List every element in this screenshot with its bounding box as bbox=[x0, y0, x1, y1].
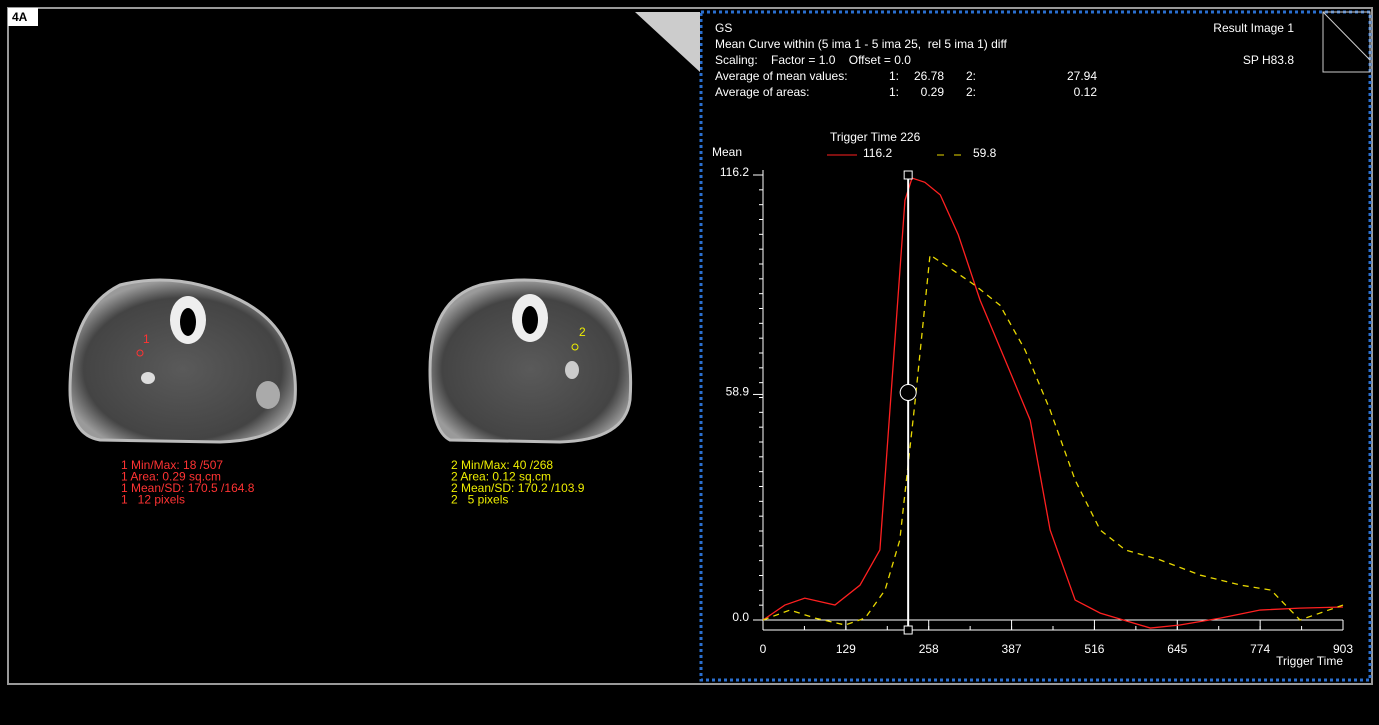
x-tick-label: 0 bbox=[760, 642, 767, 656]
cursor-handle bbox=[904, 626, 912, 634]
info-text: GS bbox=[715, 21, 732, 35]
cursor-handle bbox=[900, 385, 916, 401]
mri-slice-2 bbox=[430, 280, 631, 442]
x-tick-label: 129 bbox=[836, 642, 856, 656]
roi-stat: 2 5 pixels bbox=[451, 493, 508, 507]
x-tick-label: 774 bbox=[1250, 642, 1270, 656]
y-tick-label: 0.0 bbox=[732, 610, 749, 624]
viewer-canvas: 4A 1 2 1 Min/Max: 18 /5071 Area: 0.29 sq… bbox=[0, 0, 1379, 725]
roi-marker: 1 bbox=[143, 332, 150, 346]
info-text: 1: bbox=[889, 69, 899, 83]
info-text: 0.12 bbox=[1074, 85, 1098, 99]
info-text: 0.29 bbox=[921, 85, 945, 99]
x-tick-label: 387 bbox=[1002, 642, 1022, 656]
x-tick-label: 516 bbox=[1084, 642, 1104, 656]
info-text: Mean Curve within (5 ima 1 - 5 ima 25, r… bbox=[715, 37, 1008, 51]
legend-title: Trigger Time 226 bbox=[830, 130, 921, 144]
legend-entry: 116.2 bbox=[863, 146, 892, 160]
info-text: SP H83.8 bbox=[1243, 53, 1294, 67]
legend-entry: 59.8 bbox=[973, 146, 997, 160]
roi-marker: 2 bbox=[579, 325, 586, 339]
y-tick-label: 116.2 bbox=[720, 165, 749, 179]
x-axis-label: Trigger Time bbox=[1276, 654, 1343, 668]
viewer: 4A 1 2 1 Min/Max: 18 /5071 Area: 0.29 sq… bbox=[0, 0, 1379, 725]
x-tick-label: 645 bbox=[1167, 642, 1187, 656]
panel-label: 4A bbox=[12, 10, 28, 24]
cursor-handle bbox=[904, 171, 912, 179]
y-tick-label: 58.9 bbox=[726, 385, 750, 399]
info-text: Scaling: Factor = 1.0 Offset = 0.0 bbox=[715, 53, 911, 67]
info-text: 26.78 bbox=[914, 69, 944, 83]
x-tick-label: 258 bbox=[919, 642, 939, 656]
y-axis-label: Mean bbox=[712, 145, 742, 159]
info-text: 2: bbox=[966, 69, 976, 83]
info-text: Average of areas: bbox=[715, 85, 810, 99]
info-text: 1: bbox=[889, 85, 899, 99]
roi-stat: 1 12 pixels bbox=[121, 493, 185, 507]
info-text: Result Image 1 bbox=[1213, 21, 1294, 35]
info-text: 2: bbox=[966, 85, 976, 99]
info-text: 27.94 bbox=[1067, 69, 1097, 83]
info-text: Average of mean values: bbox=[715, 69, 848, 83]
